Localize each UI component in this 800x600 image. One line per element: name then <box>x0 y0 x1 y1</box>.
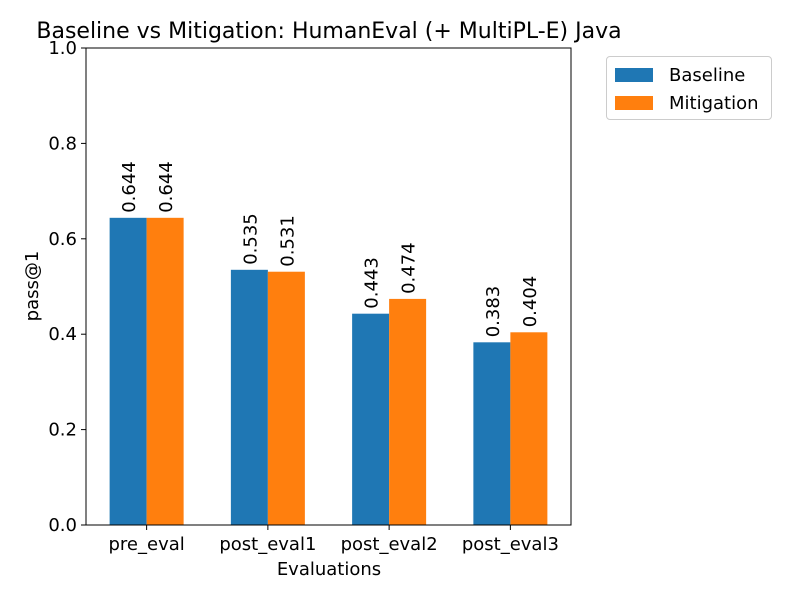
data-label-mitigation-post_eval2: 0.474 <box>399 242 420 294</box>
plot-area: 0.644 0.644 pre_eval 0.535 0.531 post_eval1 0.… <box>48 38 572 555</box>
y-tick-label-0.4: 0.4 <box>48 324 77 345</box>
y-axis-label: pass@1 <box>22 251 43 322</box>
bar-baseline-pre_eval <box>109 217 147 525</box>
legend-swatch-mitigation <box>615 96 653 110</box>
data-label-baseline-post_eval1: 0.535 <box>240 213 261 265</box>
y-tick-label-0.8: 0.8 <box>48 133 77 154</box>
bar-mitigation-post_eval2 <box>389 298 427 525</box>
data-label-baseline-post_eval2: 0.443 <box>362 257 383 309</box>
bar-mitigation-pre_eval <box>146 217 184 525</box>
bar-baseline-post_eval3 <box>473 342 511 525</box>
legend-label-mitigation: Mitigation <box>669 92 759 114</box>
data-label-baseline-pre_eval: 0.644 <box>119 161 140 213</box>
bar-mitigation-post_eval1 <box>267 271 305 525</box>
data-label-mitigation-post_eval3: 0.404 <box>520 276 541 328</box>
y-tick-label-0.6: 0.6 <box>48 229 77 250</box>
data-label-mitigation-pre_eval: 0.644 <box>156 161 177 213</box>
plot-frame <box>85 47 572 526</box>
bar-baseline-post_eval1 <box>230 269 268 525</box>
chart-title: Baseline vs Mitigation: HumanEval (+ Mul… <box>36 19 621 44</box>
y-tick-label-0.0: 0.0 <box>48 515 77 536</box>
bar-mitigation-post_eval3 <box>510 332 548 525</box>
x-tick-label-post_eval3: post_eval3 <box>462 534 559 555</box>
y-tick-label-1.0: 1.0 <box>48 38 77 59</box>
x-axis-label: Evaluations <box>277 559 381 580</box>
bar-baseline-post_eval2 <box>352 313 390 525</box>
x-tick-label-pre_eval: pre_eval <box>108 534 184 555</box>
x-tick-label-post_eval1: post_eval1 <box>219 534 316 555</box>
data-label-mitigation-post_eval1: 0.531 <box>277 215 298 267</box>
y-tick-label-0.2: 0.2 <box>48 420 77 441</box>
data-label-baseline-post_eval3: 0.383 <box>483 286 504 338</box>
legend: Baseline Mitigation <box>606 56 772 120</box>
legend-item-baseline: Baseline <box>615 64 745 86</box>
legend-item-mitigation: Mitigation <box>615 92 759 114</box>
x-tick-label-post_eval2: post_eval2 <box>341 534 438 555</box>
legend-label-baseline: Baseline <box>669 64 746 86</box>
legend-swatch-baseline <box>615 68 653 82</box>
